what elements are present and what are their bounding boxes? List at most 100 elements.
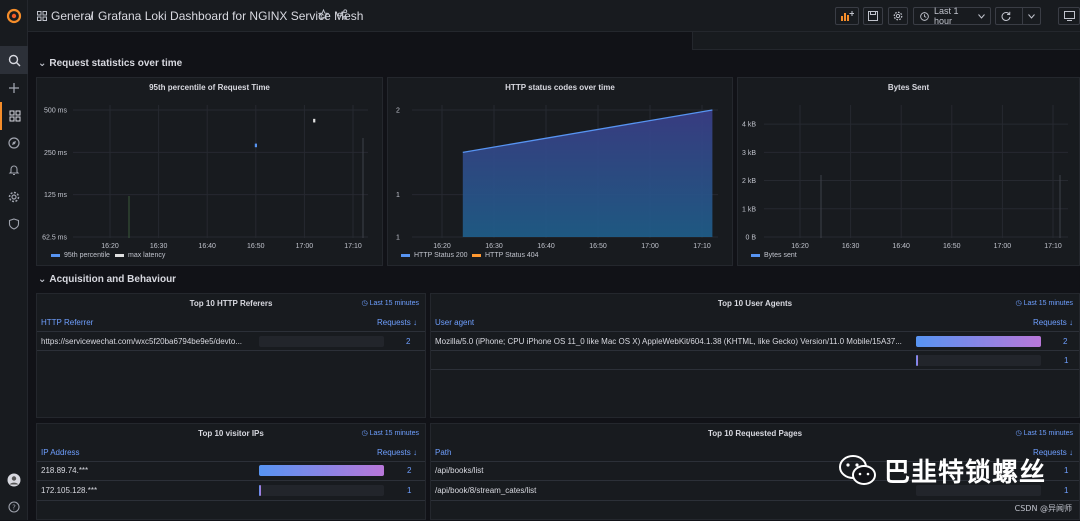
watermark-credit: CSDN @异闻师 [1014,504,1072,513]
column-header-label: Requests [376,318,411,327]
dashboards-icon[interactable] [0,102,28,130]
column-header-requests[interactable]: Requests ↓ [1033,448,1073,457]
cell-requests: 1 [1064,486,1069,495]
refresh-interval-dropdown[interactable] [1022,8,1035,24]
panel-visitor-ips[interactable]: Top 10 visitor IPs ◷ Last 15 minutes IP … [36,423,426,520]
clock-icon: ◷ [1015,300,1024,307]
column-header-requests[interactable]: Requests ↓ [377,448,417,457]
panel-time-label: Last 15 minutes [1023,430,1073,437]
y-tick-label: 2 [396,108,400,115]
data-point [254,143,257,148]
divider [431,480,1079,481]
dashboard-settings-button[interactable] [888,7,908,25]
bar-fill [259,465,384,476]
time-range-label: Last 1 hour [934,6,959,26]
clock-icon: ◷ [361,430,370,437]
column-header-user-agent[interactable]: User agent [435,318,475,327]
panel-title: Top 10 User Agents [717,299,793,308]
line-status-200 [462,109,713,153]
y-tick-label: 2 kB [742,178,756,185]
sort-arrow-icon: ↓ [1069,448,1073,457]
cell-ip: 218.89.74.*** [41,466,89,475]
panel-http-referers[interactable]: Top 10 HTTP Referers ◷ Last 15 minutes H… [36,293,426,418]
panel-time-label: Last 15 minutes [369,430,419,437]
star-icon[interactable] [317,8,330,23]
explore-compass-icon[interactable] [0,129,28,157]
panel-status-codes[interactable]: HTTP status codes over time 1 1 2 16:20 16:3… [387,77,733,266]
panel-requested-pages[interactable]: Top 10 Requested Pages ◷ Last 15 minutes… [430,423,1080,520]
legend-bytes-sent[interactable]: Bytes sent [751,252,797,259]
x-tick-label: 17:10 [1044,243,1062,250]
add-panel-button[interactable] [835,7,859,25]
grafana-logo-icon[interactable] [0,2,28,30]
avatar[interactable] [0,466,28,494]
y-tick-label: 125 ms [44,192,67,199]
alerting-bell-icon[interactable] [0,156,28,184]
column-header-path[interactable]: Path [435,448,452,457]
bar-fill [916,355,918,366]
legend-label: HTTP Status 404 [485,252,539,259]
shield-icon[interactable] [0,210,28,238]
legend-label: 95th percentile [64,252,110,259]
column-header-ip[interactable]: IP Address [41,448,80,457]
column-header-requests[interactable]: Requests ↓ [1033,318,1073,327]
column-header-requests[interactable]: Requests ↓ [377,318,417,327]
clock-icon: ◷ [361,300,370,307]
cell-path: /api/book/8/stream_cates/list [435,486,537,495]
bytes-sent-chart: 0 B 1 kB 2 kB 3 kB 4 kB 16:20 16:30 16:40 16:50 1… [742,105,1068,250]
row-header-acquisition[interactable]: ⌄ Acquisition and Behaviour [38,274,176,285]
divider [431,331,1079,332]
cell-requests: 1 [1064,466,1069,475]
column-header-referrer[interactable]: HTTP Referrer [41,318,94,327]
area-status-200 [462,110,713,237]
x-tick-label: 16:40 [198,243,216,250]
panel-user-agents[interactable]: Top 10 User Agents ◷ Last 15 minutes Use… [430,293,1080,418]
time-range-picker[interactable]: Last 1 hour [913,6,991,26]
row-collapse-chevron-icon: ⌄ [38,58,47,69]
gear-icon[interactable] [0,183,28,211]
clock-icon: ◷ [1015,430,1024,437]
sort-arrow-icon: ↓ [413,448,417,457]
legend-status-200[interactable]: HTTP Status 200 [401,252,468,259]
legend-swatch [751,254,760,257]
row-header-request-stats[interactable]: ⌄ Request statistics over time [38,58,182,69]
requests-bar-gauge [916,336,1041,347]
panel-title: HTTP status codes over time [505,83,615,92]
x-tick-label: 17:10 [693,243,711,250]
legend-max-latency[interactable]: max latency [115,252,165,259]
legend-95th[interactable]: 95th percentile [51,252,110,259]
divider [37,480,425,481]
x-tick-label: 16:20 [433,243,451,250]
search-icon[interactable] [0,46,28,74]
refresh-button[interactable] [995,7,1041,25]
top-navbar: General / Grafana Loki Dashboard for NGI… [28,0,1080,32]
panel-time-label: Last 15 minutes [1023,300,1073,307]
requests-bar-gauge [259,465,384,476]
y-tick-label: 1 [396,192,400,199]
share-icon[interactable] [337,9,348,23]
breadcrumb-folder[interactable]: General [51,9,94,23]
divider [37,331,425,332]
cell-referrer: https://servicewechat.com/wxc5f20ba6794b… [41,337,243,346]
y-tick-label: 62.5 ms [42,235,67,242]
refresh-icon [1001,11,1011,21]
panel-title: Top 10 Requested Pages [707,429,803,438]
clock-icon [920,11,929,21]
y-tick-label: 3 kB [742,150,756,157]
requests-bar-gauge [916,485,1041,496]
dashboard-title[interactable]: Grafana Loki Dashboard for NGINX Service… [98,9,364,23]
plus-icon[interactable] [0,74,28,102]
divider [37,350,425,351]
legend-swatch [472,254,481,257]
legend-label: max latency [128,252,166,259]
x-tick-label: 16:50 [247,243,265,250]
x-tick-label: 16:40 [892,243,910,250]
panel-request-time[interactable]: 95th percentile of Request Time 62.5 ms 1… [36,77,383,266]
legend-status-404[interactable]: HTTP Status 404 [472,252,539,259]
panel-bytes-sent[interactable]: Bytes Sent 0 B 1 kB 2 kB 3 kB 4 kB 16:20 16:30… [737,77,1080,266]
cell-user-agent: Mozilla/5.0 (iPhone; CPU iPhone OS 11_0 … [435,337,902,346]
save-dashboard-button[interactable] [863,7,883,25]
tv-mode-button[interactable] [1058,7,1080,25]
panel-time-override: ◷ Last 15 minutes [362,429,419,437]
help-icon[interactable]: ? [0,493,28,521]
